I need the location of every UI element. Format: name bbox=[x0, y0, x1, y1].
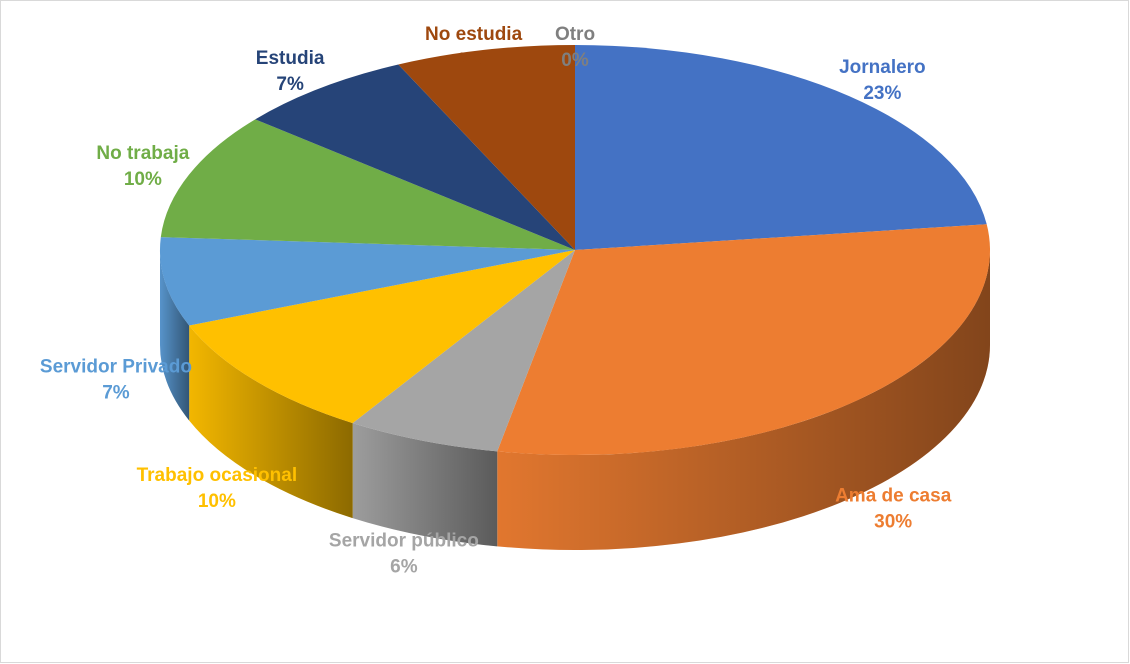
data-label-value: 7% bbox=[460, 50, 488, 71]
data-label-name: Jornalero bbox=[839, 57, 926, 78]
data-label-name: Servidor público bbox=[329, 531, 479, 552]
data-label-name: Ama de casa bbox=[835, 485, 952, 506]
data-label-name: Estudia bbox=[256, 48, 325, 69]
slice bbox=[352, 250, 575, 452]
data-label-value: 7% bbox=[276, 74, 304, 95]
slice bbox=[159, 237, 575, 326]
data-label-name: Trabajo ocasional bbox=[137, 465, 298, 486]
slice bbox=[398, 45, 575, 250]
slice bbox=[255, 64, 575, 250]
data-label-value: 6% bbox=[390, 557, 418, 578]
data-label-name: Servidor Privado bbox=[40, 356, 192, 377]
slice-side-shade bbox=[160, 250, 190, 421]
data-label-value: 23% bbox=[863, 83, 901, 104]
data-label-value: 7% bbox=[102, 382, 130, 403]
slice-side-shade bbox=[497, 250, 990, 550]
data-label-value: 10% bbox=[198, 491, 236, 512]
slice-side-shade bbox=[189, 325, 353, 519]
data-label-name: No estudia bbox=[425, 24, 523, 45]
slice-side-shade bbox=[352, 423, 498, 547]
slice bbox=[497, 224, 990, 456]
data-label-value: 10% bbox=[124, 169, 162, 190]
data-label-name: Otro bbox=[555, 24, 595, 45]
data-label-value: 30% bbox=[874, 511, 912, 532]
slice bbox=[160, 119, 575, 250]
slice bbox=[575, 45, 987, 250]
data-label-value: 0% bbox=[561, 50, 589, 71]
slice bbox=[189, 250, 575, 424]
data-label-name: No trabaja bbox=[96, 143, 189, 164]
